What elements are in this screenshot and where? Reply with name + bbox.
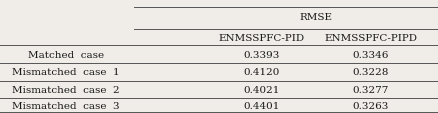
Text: 0.4120: 0.4120	[243, 68, 279, 77]
Text: Mismatched  case  1: Mismatched case 1	[12, 68, 120, 77]
Text: Mismatched  case  2: Mismatched case 2	[12, 85, 120, 94]
Text: Mismatched  case  3: Mismatched case 3	[12, 101, 120, 110]
Text: 0.3277: 0.3277	[352, 85, 388, 94]
Text: 0.4021: 0.4021	[243, 85, 279, 94]
Text: 0.3263: 0.3263	[352, 101, 388, 110]
Text: RMSE: RMSE	[299, 13, 332, 22]
Text: 0.4401: 0.4401	[243, 101, 279, 110]
Text: 0.3393: 0.3393	[243, 50, 279, 59]
Text: ENMSSPFC-PID: ENMSSPFC-PID	[218, 33, 304, 42]
Text: 0.3346: 0.3346	[352, 50, 388, 59]
Text: 0.3228: 0.3228	[352, 68, 388, 77]
Text: ENMSSPFC-PIPD: ENMSSPFC-PIPD	[324, 33, 417, 42]
Text: Matched  case: Matched case	[28, 50, 104, 59]
